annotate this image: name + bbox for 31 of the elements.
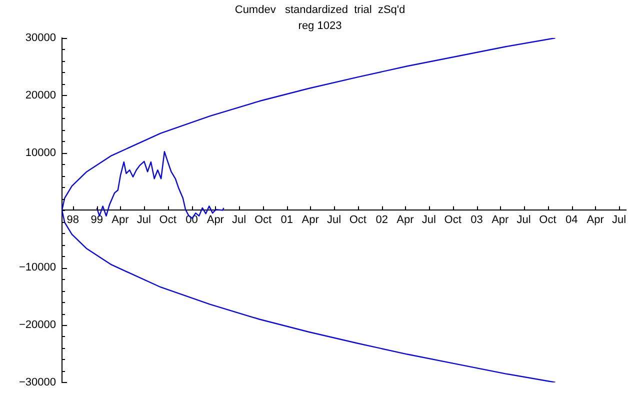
x-tick-label: Apr [302,214,320,226]
x-tick-label: Jul [422,214,436,226]
y-tick-label: −20000 [18,319,56,332]
x-tick-label: 98 [66,214,80,226]
x-tick-label: Apr [396,214,414,226]
x-tick-label: Oct [349,214,366,226]
x-tick-label: Oct [159,214,176,226]
x-tick-label: 03 [470,214,483,226]
chart-subtitle: reg 1023 [298,20,342,32]
x-tick-label: Apr [586,214,604,226]
y-tick-label: −30000 [18,376,56,388]
chart-title: Cumdev standardized trial zSq'd [234,4,406,16]
x-tick-label: Oct [444,214,462,226]
x-tick-label: Jul [136,214,151,226]
x-tick-label: Oct [539,214,556,226]
x-tick-label: Oct [254,214,272,226]
x-tick-label: Jul [516,214,531,226]
y-tick-label: 10000 [25,146,56,159]
x-tick-label: Apr [112,214,130,226]
x-tick-label: 01 [280,214,294,226]
y-tick-label: 20000 [25,89,56,102]
x-tick-label: 99 [90,214,103,226]
x-tick-label: 02 [376,214,388,226]
y-tick-label: −10000 [18,262,56,274]
x-tick-label: Jul [326,214,342,226]
x-tick-label: 04 [566,214,578,226]
y-tick-label: 30000 [25,32,56,44]
x-tick-label: Apr [206,214,224,226]
x-tick-label: Jul [232,214,246,226]
x-tick-label: Apr [492,214,510,226]
x-tick-label: Jul [612,214,626,226]
